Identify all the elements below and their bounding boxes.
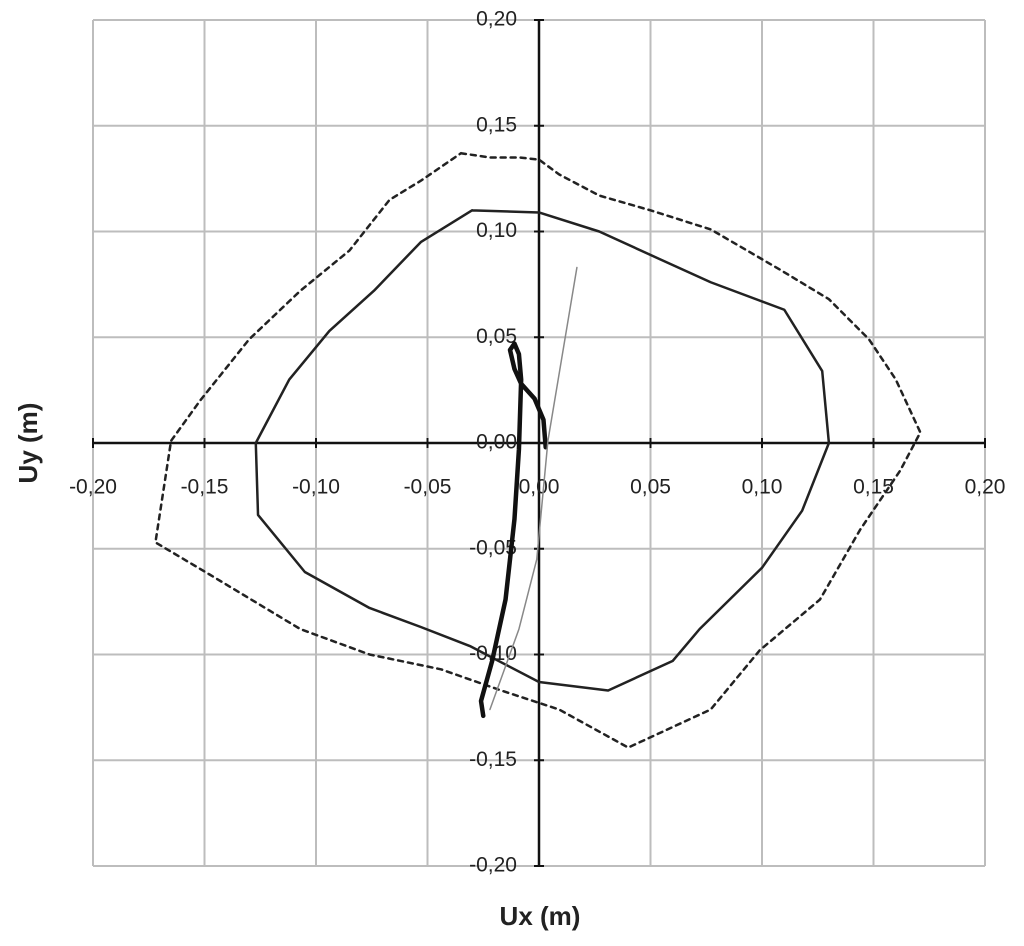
x-tick-label: -0,15	[181, 476, 229, 499]
x-axis-title: Ux (m)	[500, 901, 581, 931]
series-line	[478, 341, 548, 719]
series-line	[154, 151, 922, 749]
x-tick-label: 0,10	[742, 476, 783, 499]
y-tick-label: -0,05	[469, 536, 517, 559]
y-tick-label: 0,20	[476, 8, 517, 31]
series-line	[254, 209, 831, 692]
y-tick-label: 0,05	[476, 325, 517, 348]
x-tick-label: 0,15	[853, 476, 894, 499]
y-tick-label: 0,10	[476, 219, 517, 242]
y-tick-label: -0,15	[469, 748, 517, 771]
x-tick-label: 0,00	[519, 476, 560, 499]
x-tick-label: -0,05	[404, 476, 452, 499]
series-line	[489, 266, 578, 711]
y-axis-title: Uy (m)	[13, 403, 43, 484]
x-tick-label: 0,20	[965, 476, 1006, 499]
x-tick-label: -0,10	[292, 476, 340, 499]
x-tick-label: -0,20	[69, 476, 117, 499]
x-tick-label: 0,05	[630, 476, 671, 499]
y-tick-label: 0,00	[476, 431, 517, 454]
y-tick-label: 0,15	[476, 113, 517, 136]
y-tick-label: -0,20	[469, 854, 517, 877]
